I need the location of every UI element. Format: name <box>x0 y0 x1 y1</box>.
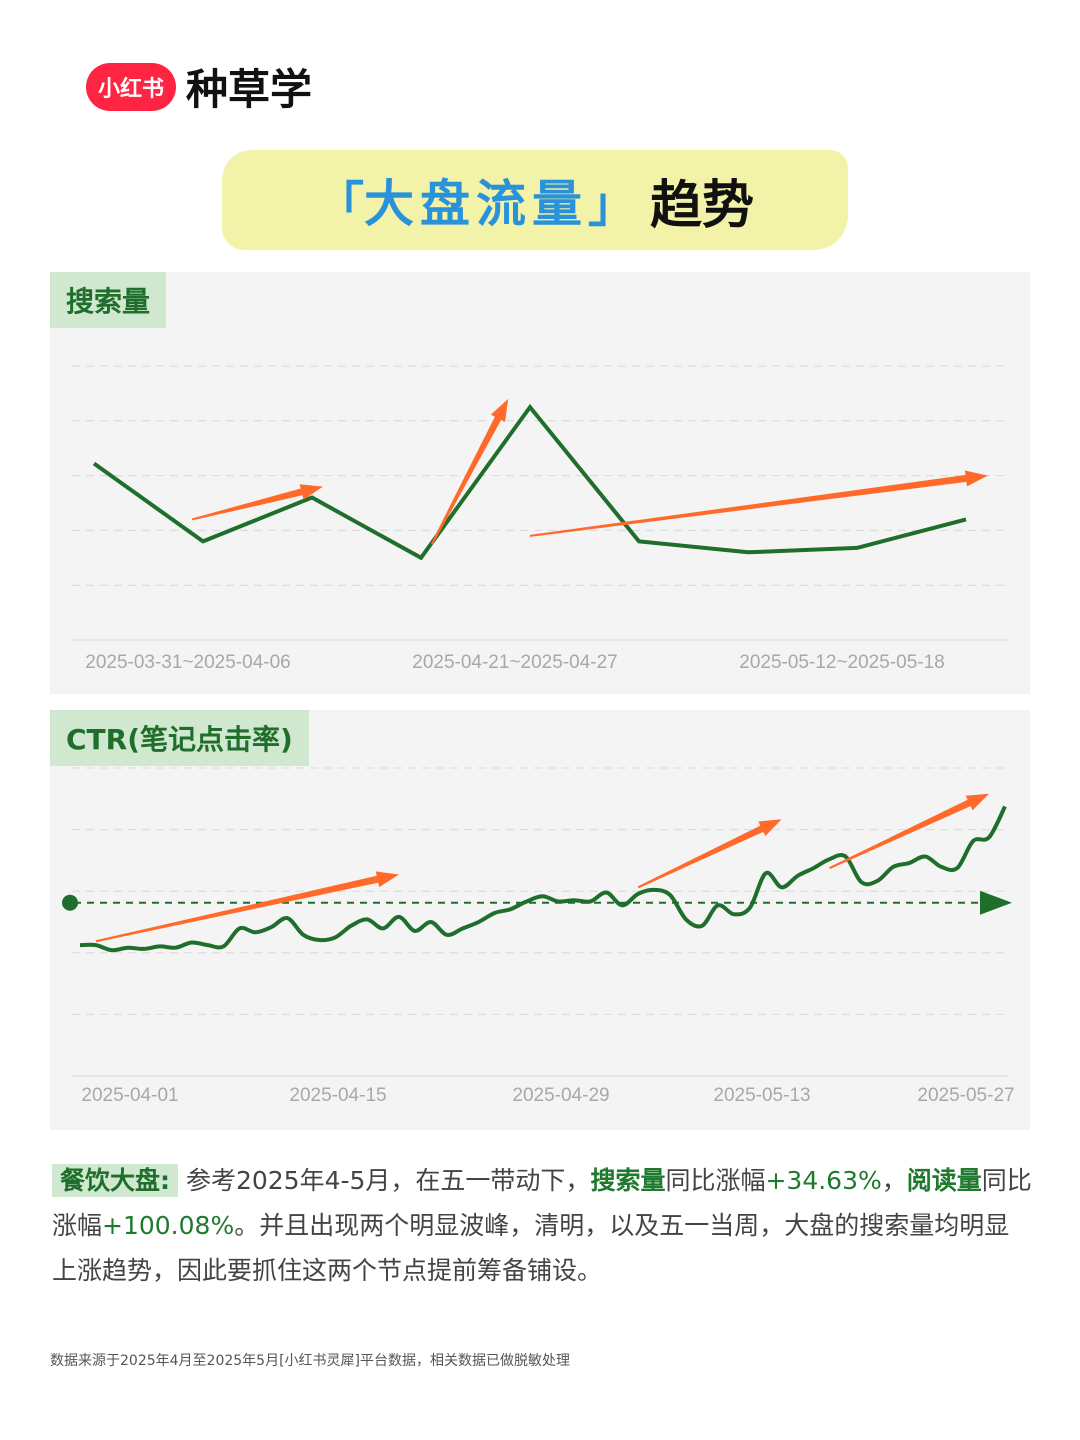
brand: 小红书 种草学 <box>86 56 312 117</box>
xiaohongshu-logo: 小红书 <box>86 62 177 111</box>
chart-title: CTR(笔记点击率) <box>50 710 309 766</box>
summary-text: 。并且出现两个明显波峰，清明，以及五一当周，大盘的搜索量均明显上涨趋势，因此要抓… <box>52 1211 1010 1285</box>
title-suffix: 趋势 <box>650 175 755 236</box>
x-tick-label: 2025-05-12~2025-05-18 <box>739 652 944 673</box>
x-tick-label: 2025-03-31~2025-04-06 <box>85 652 290 673</box>
title-close-bracket: 」 <box>587 177 636 233</box>
series-line <box>79 805 1007 953</box>
series-line <box>92 403 967 561</box>
headline-highlight <box>222 150 848 250</box>
trend-arrow <box>529 470 988 537</box>
reference-arrowhead <box>980 890 1012 915</box>
trend-arrow <box>637 819 782 889</box>
summary-text: 参考2025年4-5月，在五一带动下， <box>185 1166 591 1195</box>
summary-text: 同比涨幅 <box>52 1166 1032 1240</box>
keyword-reads: 阅读量 <box>906 1166 982 1195</box>
trend-arrow <box>191 484 323 521</box>
search-growth: +34.63% <box>765 1166 882 1195</box>
reference-start-dot <box>62 894 78 911</box>
brand-name: 种草学 <box>186 65 313 114</box>
summary-text: 同比涨幅 <box>665 1166 766 1195</box>
summary-label: 餐饮大盘: <box>52 1164 179 1197</box>
logo-text: 小红书 <box>98 76 165 102</box>
title-open-bracket: 「 <box>315 177 364 233</box>
ctr-chart: 2025-04-01 2025-04-15 2025-04-29 2025-05-13… <box>62 767 1015 1106</box>
trend-arrow <box>95 871 399 943</box>
trend-arrow <box>431 398 509 545</box>
data-source-note: 数据来源于2025年4月至2025年5月[小红书灵犀]平台数据，相关数据已做脱敏… <box>50 1353 570 1369</box>
search-volume-panel: 2025-03-31~2025-04-06 2025-04-21~2025-04-… <box>50 272 1030 694</box>
page-title: 「 大盘流量 」 趋势 <box>222 150 848 250</box>
chart-title: 搜索量 <box>50 272 167 328</box>
ctr-panel: 2025-04-01 2025-04-15 2025-04-29 2025-05-13… <box>50 710 1030 1130</box>
x-tick-label: 2025-04-29 <box>512 1085 609 1106</box>
x-tick-label: 2025-05-27 <box>917 1085 1014 1106</box>
x-tick-label: 2025-04-01 <box>81 1085 178 1106</box>
reads-growth: +100.08% <box>102 1211 235 1240</box>
search-volume-chart: 2025-03-31~2025-04-06 2025-04-21~2025-04-… <box>72 365 1008 673</box>
keyword-search: 搜索量 <box>590 1166 666 1195</box>
summary-text: ， <box>881 1166 907 1195</box>
title-main: 大盘流量 <box>363 175 588 233</box>
summary-paragraph: 餐饮大盘: 参考2025年4-5月，在五一带动下，搜索量同比涨幅+34.63%，… <box>52 1158 1032 1293</box>
x-tick-label: 2025-04-21~2025-04-27 <box>412 652 617 673</box>
x-tick-label: 2025-05-13 <box>713 1085 810 1106</box>
trend-arrow <box>829 793 990 869</box>
x-tick-label: 2025-04-15 <box>289 1085 386 1106</box>
